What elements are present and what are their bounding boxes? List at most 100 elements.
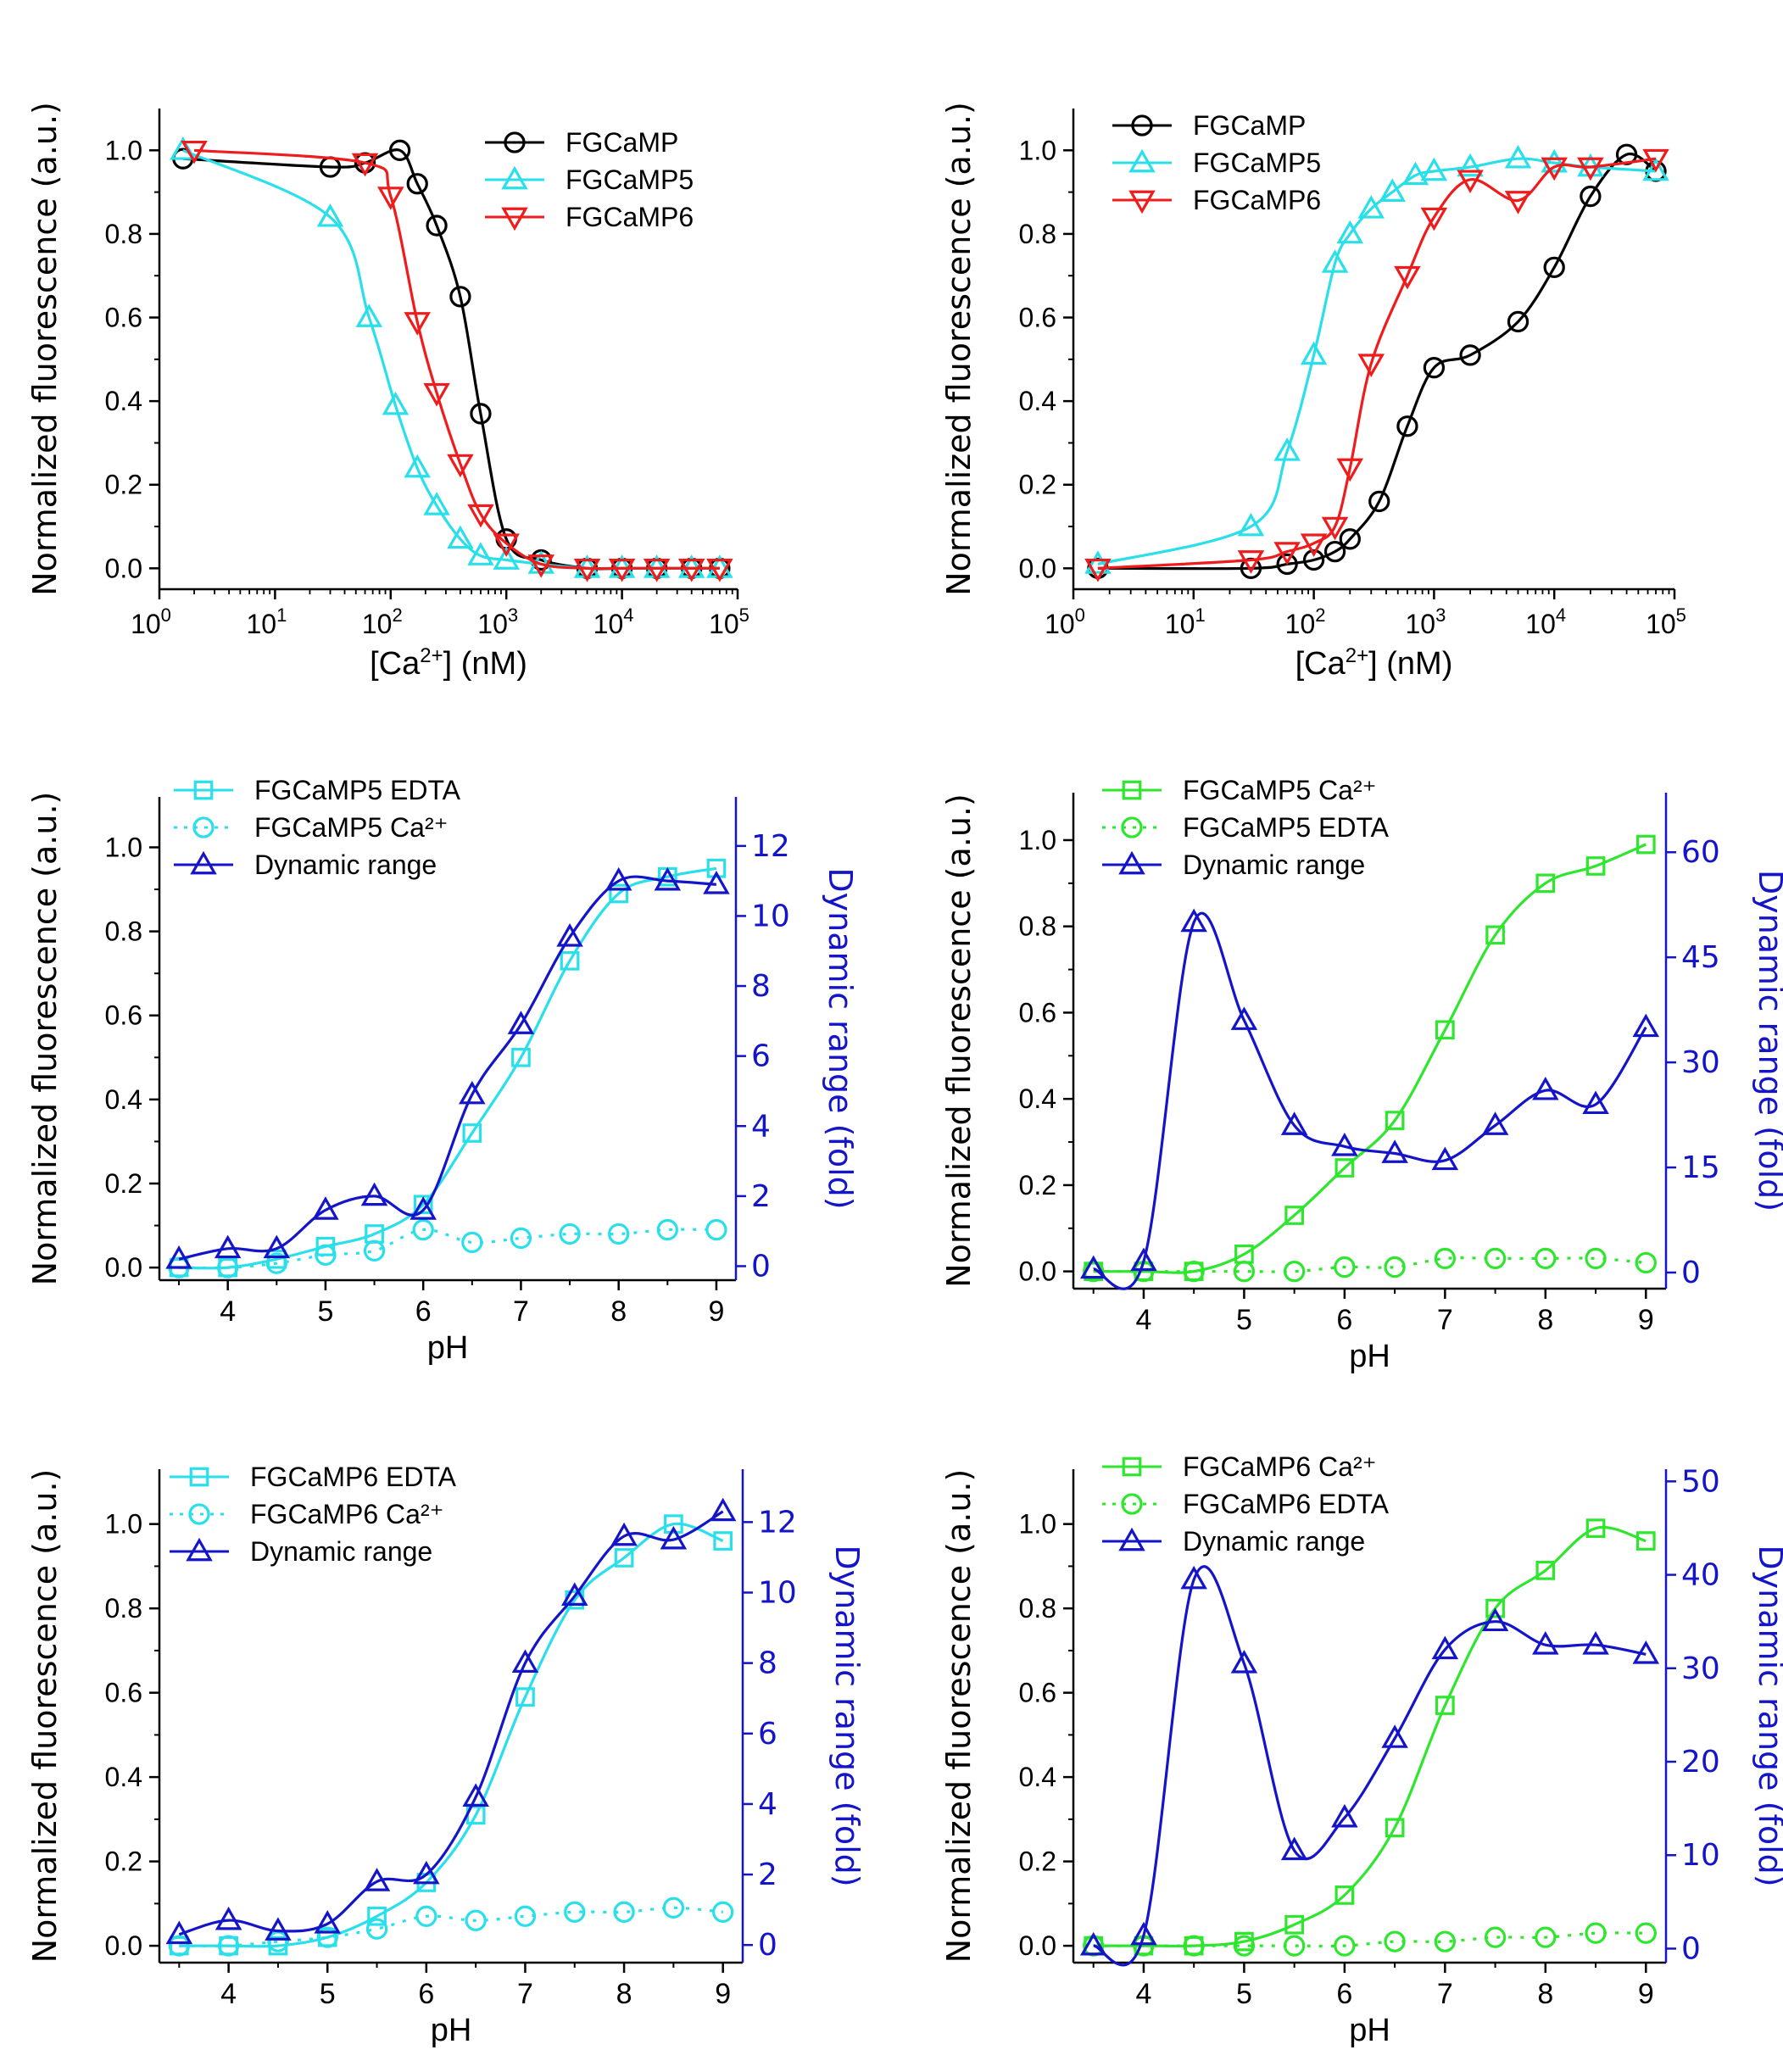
legend-label: Dynamic range	[1183, 849, 1365, 880]
data-point	[1284, 1206, 1304, 1225]
data-point	[1233, 1935, 1256, 1957]
data-point	[404, 312, 431, 336]
data-point	[1357, 354, 1385, 377]
data-point	[1130, 1921, 1157, 1946]
x-axis-title: pH	[431, 2013, 472, 2048]
legend-label: FGCaMP6 Ca²⁺	[1183, 1451, 1376, 1482]
series-fgcamp5-ca2-	[168, 1218, 727, 1278]
data-point	[1284, 1914, 1304, 1935]
x-tick-exponent: 1	[1195, 604, 1205, 626]
data-point	[1431, 1146, 1459, 1171]
data-point	[1394, 265, 1421, 290]
legend-swatch-marker	[501, 207, 528, 231]
legend-swatch-marker	[186, 1537, 213, 1562]
data-point	[1130, 1247, 1157, 1272]
x-axis-title-sup: 2+	[1346, 644, 1368, 667]
data-point	[493, 546, 520, 570]
series-dynamic-range	[165, 866, 730, 1269]
legend-swatch-marker	[1131, 114, 1153, 136]
data-point	[660, 1525, 688, 1550]
y-axis-title: Normalized fluorescence (a.u.)	[940, 1469, 978, 1963]
panel-e: 0.0 0.2 0.4 0.6 0.8 1.0 4 5 6 7 8 90 2 4 6 8 10 12 Dynamic…	[26, 1462, 866, 2048]
y-tick-label: 0.6	[1019, 303, 1056, 333]
x-axis-title-sup: 2+	[420, 644, 443, 667]
x-tick-label: 4	[1135, 1978, 1151, 2010]
data-point	[1323, 540, 1346, 563]
y-tick-label: 1.0	[105, 135, 142, 165]
data-point	[263, 1234, 291, 1259]
data-point	[388, 139, 411, 161]
data-point	[511, 1649, 539, 1673]
data-point	[706, 558, 733, 582]
data-point	[406, 173, 428, 195]
data-point	[1435, 1020, 1455, 1040]
y2-axis-title: Dynamic range (fold)	[822, 867, 859, 1209]
y2-tick-label: 10	[1681, 1838, 1720, 1873]
data-point	[703, 871, 730, 894]
y2-tick-label: 60	[1681, 835, 1720, 870]
x-axis-title: pH	[427, 1330, 469, 1366]
data-point	[1635, 1251, 1657, 1274]
series-line	[1093, 1931, 1646, 1948]
x-tick-label: 5	[317, 1295, 333, 1328]
legend-swatch-marker	[504, 131, 526, 153]
x-tick-label: 105	[709, 604, 749, 639]
y-axis-title: Normalized fluorescence (a.u.)	[940, 794, 978, 1288]
data-point	[609, 883, 629, 904]
data-point	[1381, 1139, 1408, 1163]
y2-tick-label: 2	[758, 1858, 777, 1892]
data-point	[709, 1497, 737, 1522]
y2-tick-label: 0	[751, 1249, 771, 1284]
data-point	[355, 304, 383, 327]
x-tick-label: 100	[131, 604, 171, 639]
data-point	[1381, 1724, 1408, 1748]
legend-label: FGCaMP	[1193, 110, 1306, 141]
data-point	[1384, 1930, 1406, 1952]
data-point	[712, 1901, 734, 1923]
data-point	[1504, 144, 1532, 169]
data-point	[1507, 310, 1529, 333]
data-point	[614, 1548, 634, 1568]
y2-tick-label: 15	[1681, 1150, 1720, 1185]
legend-swatch-marker	[193, 780, 214, 800]
data-point	[1396, 415, 1418, 437]
y-tick-label: 0.2	[105, 470, 142, 500]
data-point	[1321, 516, 1349, 541]
data-point	[510, 1227, 532, 1250]
data-point	[1331, 1803, 1358, 1828]
y2-tick-label: 0	[758, 1928, 777, 1963]
data-point	[1420, 207, 1448, 231]
data-point	[1635, 1922, 1657, 1944]
data-point	[360, 1182, 388, 1206]
y-tick-label: 0.4	[105, 1084, 142, 1115]
x-tick-label: 6	[1336, 1978, 1352, 2010]
y-tick-label: 0.4	[105, 386, 142, 416]
data-point	[461, 1231, 483, 1254]
legend-swatch-marker	[1118, 850, 1145, 875]
x-tick-label: 4	[220, 1295, 236, 1328]
data-point	[1435, 1696, 1455, 1715]
x-tick-exponent: 5	[739, 604, 749, 626]
data-point	[1635, 1531, 1656, 1551]
data-point	[1635, 834, 1656, 855]
legend-label: FGCaMP5	[566, 164, 694, 195]
legend-label: FGCaMP5 Ca²⁺	[1183, 775, 1376, 805]
data-point	[556, 922, 583, 947]
data-point	[462, 1783, 489, 1807]
data-point	[1632, 1013, 1660, 1038]
data-point	[1183, 1261, 1205, 1283]
data-point	[1300, 533, 1328, 557]
y-tick-label: 0.0	[1019, 553, 1056, 583]
data-point	[1385, 1111, 1405, 1130]
data-point	[1535, 1561, 1556, 1580]
data-point	[1385, 1818, 1405, 1838]
legend: FGCaMP6 EDTA FGCaMP6 Ca²⁺ Dynamic range	[170, 1462, 457, 1567]
x-tick-label: 104	[1525, 604, 1566, 639]
data-point	[1183, 1935, 1205, 1957]
data-point	[316, 203, 344, 227]
y2-axis-title: Dynamic range (fold)	[1752, 1545, 1783, 1886]
x-tick-label: 101	[246, 604, 287, 639]
y-tick-label: 0.2	[1019, 1170, 1056, 1200]
data-point	[1485, 1598, 1505, 1618]
x-tick-label: 8	[1537, 1978, 1553, 2010]
